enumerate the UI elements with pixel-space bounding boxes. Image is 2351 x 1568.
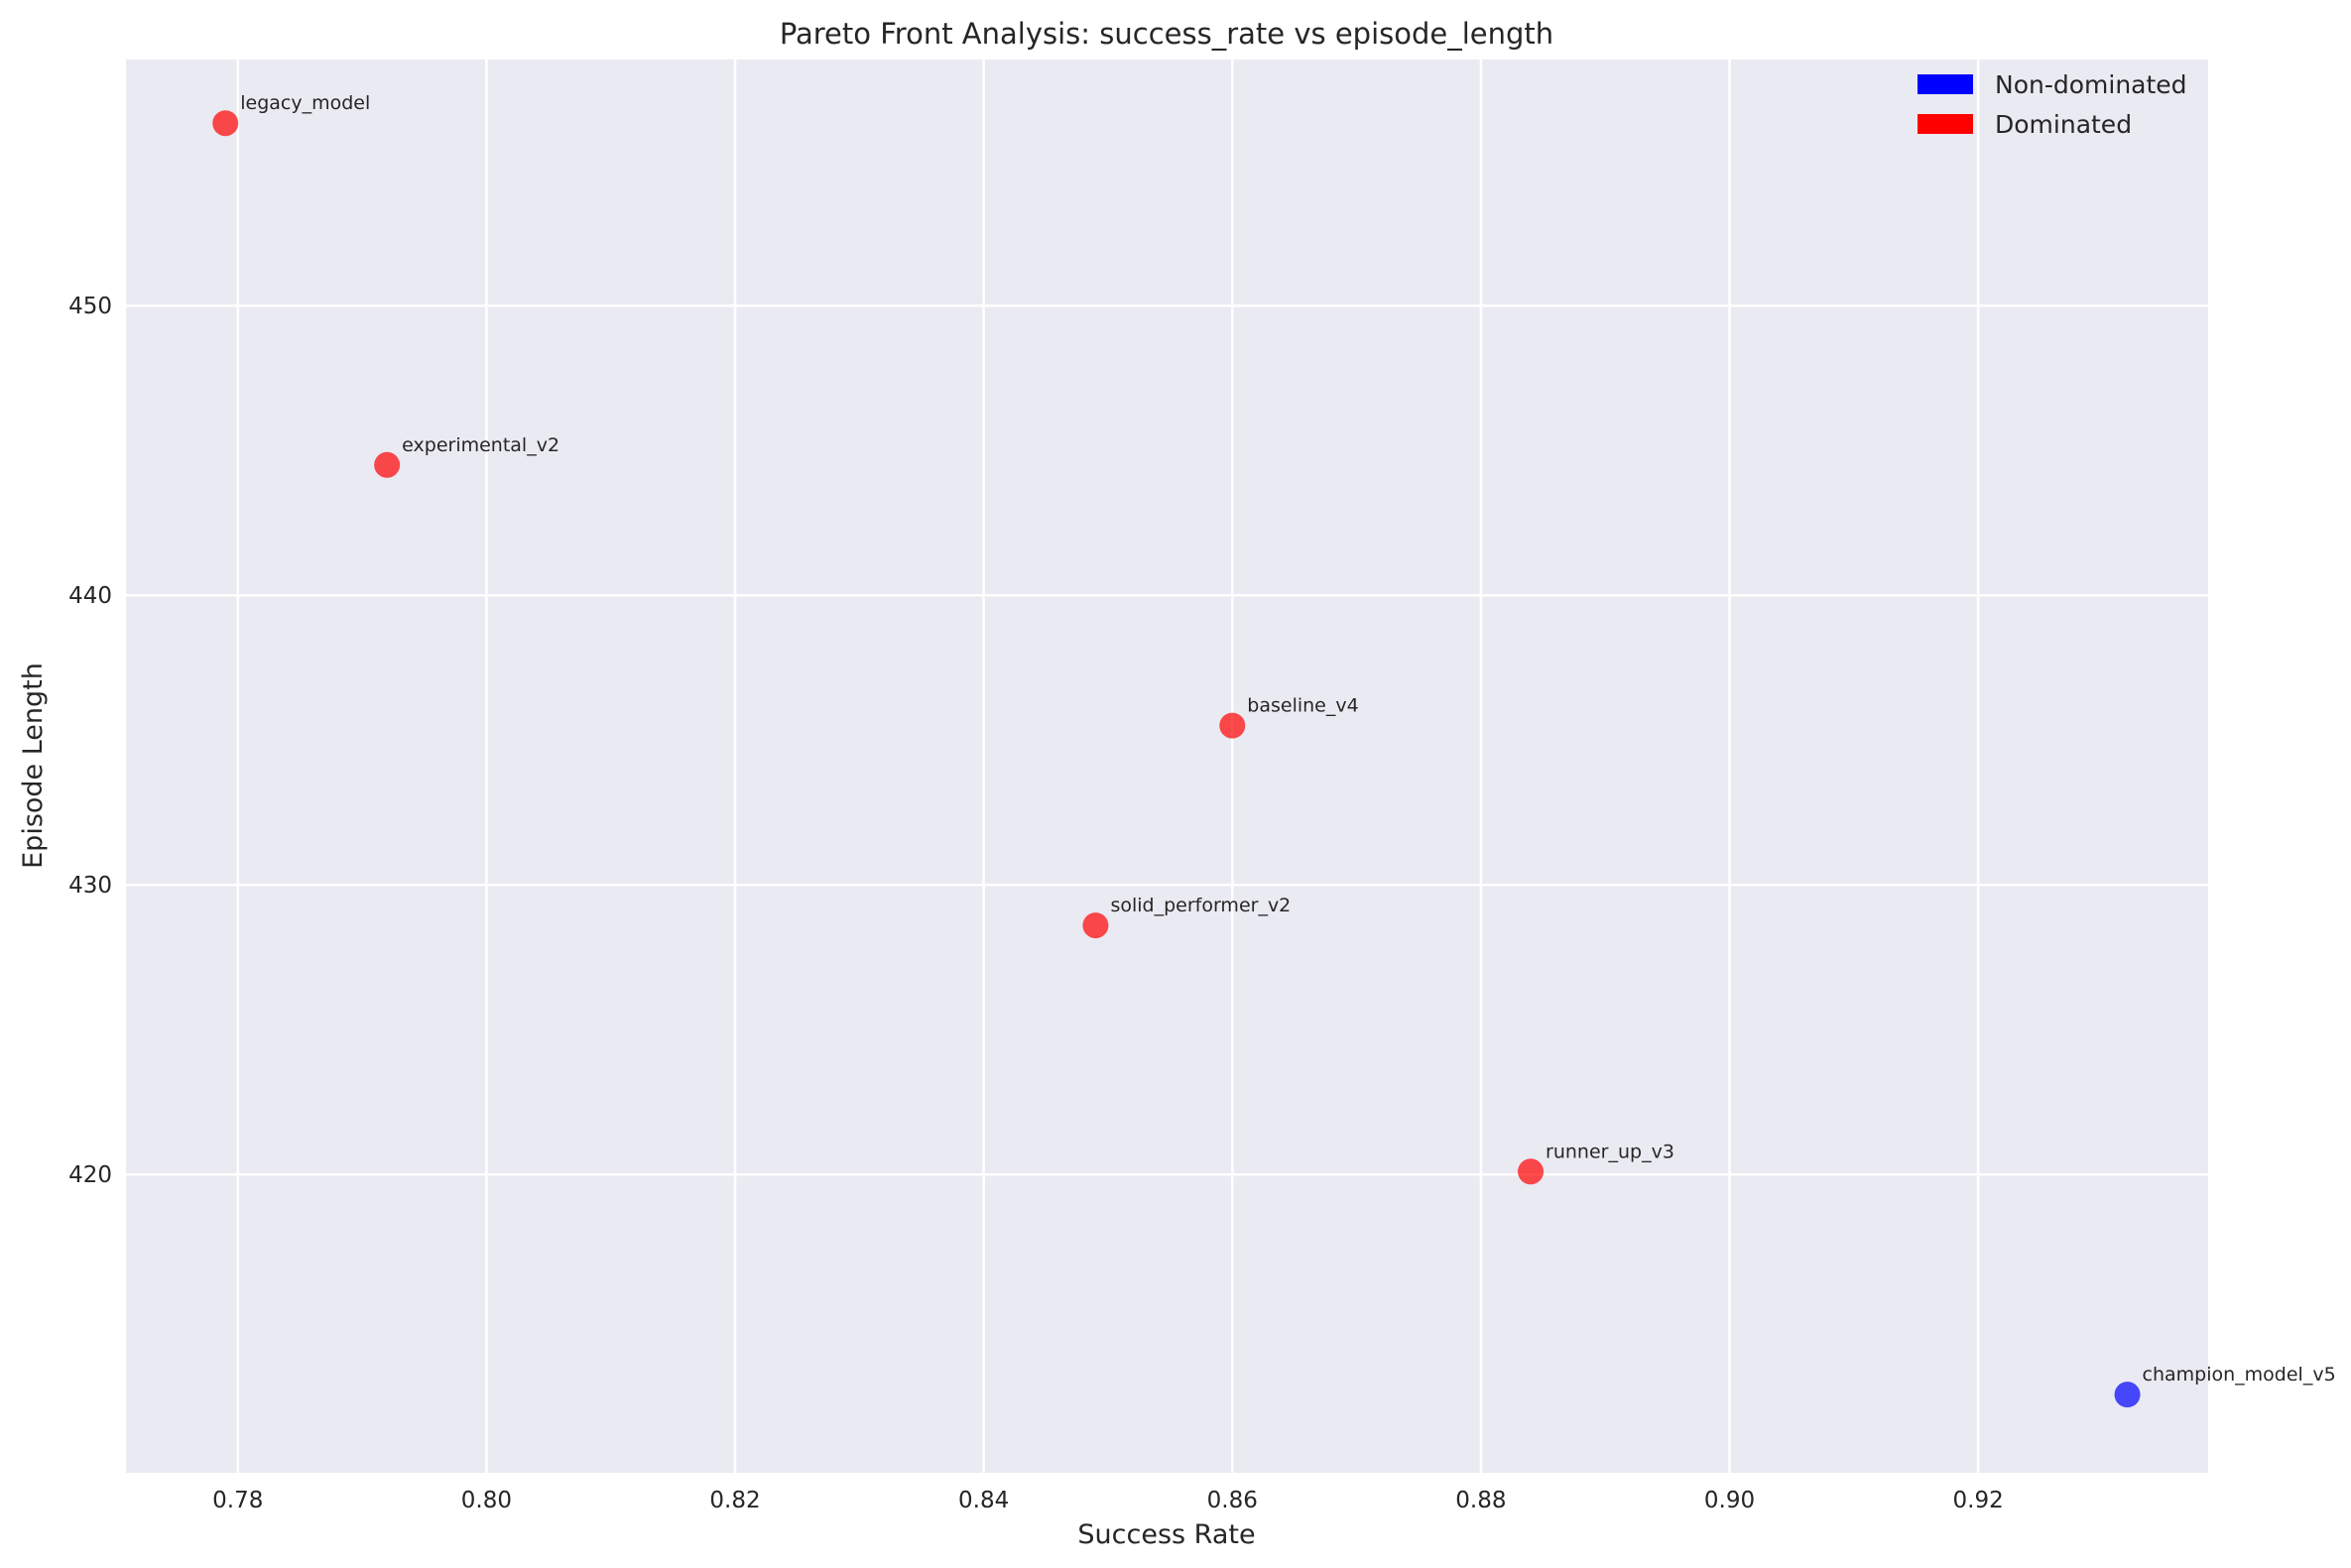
legend-label: Dominated (1995, 110, 2132, 139)
chart-title: Pareto Front Analysis: success_rate vs e… (780, 17, 1553, 51)
y-axis-ticks: 420 430 440 450 (68, 294, 112, 1188)
legend: Non-dominated Dominated (1918, 70, 2187, 139)
non-dominated-point (2114, 1382, 2141, 1408)
y-tick-label: 450 (68, 294, 112, 319)
dominated-point (374, 451, 401, 478)
x-tick-label: 0.92 (1953, 1488, 2004, 1513)
x-axis-label: Success Rate (1077, 1519, 1255, 1550)
dominated-point (1082, 912, 1109, 939)
dominated-point (1518, 1158, 1545, 1185)
y-tick-label: 420 (68, 1162, 112, 1188)
point-label: experimental_v2 (402, 434, 559, 456)
point-labels: legacy_model experimental_v2 baseline_v4so… (240, 92, 2335, 1386)
grid-lines (126, 60, 2208, 1473)
point-label: legacy_model (240, 92, 370, 114)
legend-swatch (1918, 74, 1973, 94)
x-tick-label: 0.90 (1704, 1488, 1755, 1513)
x-tick-label: 0.86 (1207, 1488, 1258, 1513)
dominated-point (1219, 712, 1246, 739)
y-axis-label: Episode Length (18, 663, 49, 869)
point-label: runner_up_v3 (1546, 1141, 1674, 1162)
y-tick-label: 440 (68, 583, 112, 609)
x-tick-label: 0.80 (461, 1488, 512, 1513)
x-axis-ticks: 0.78 0.80 0.82 0.84 0.86 0.88 0.90 0.92 (212, 1488, 2004, 1513)
point-label: champion_model_v5 (2143, 1364, 2336, 1386)
point-label: solid_performer_v2 (1110, 895, 1291, 916)
legend-label: Non-dominated (1995, 70, 2187, 99)
x-tick-label: 0.88 (1455, 1488, 1506, 1513)
legend-swatch (1918, 114, 1973, 134)
plot-area (126, 60, 2208, 1473)
x-tick-label: 0.82 (709, 1488, 760, 1513)
dominated-point (212, 110, 239, 137)
point-label: baseline_v4 (1247, 695, 1358, 717)
x-tick-label: 0.84 (958, 1488, 1009, 1513)
data-points (212, 110, 2141, 1408)
x-tick-label: 0.78 (212, 1488, 263, 1513)
y-tick-label: 430 (68, 873, 112, 899)
